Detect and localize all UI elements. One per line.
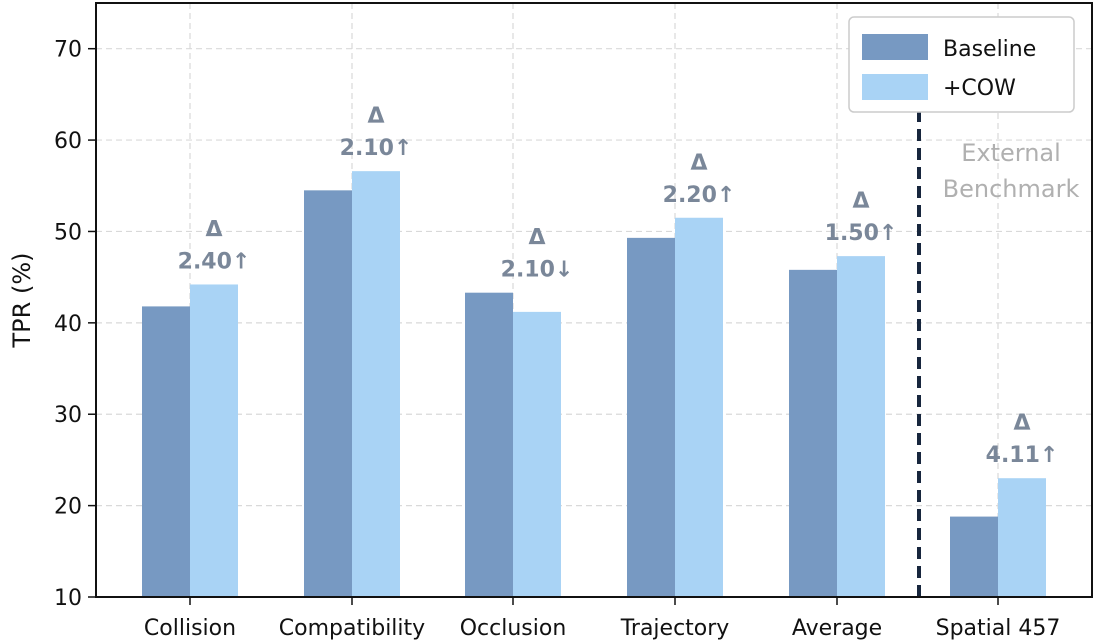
bar-cow (998, 478, 1046, 597)
legend: Baseline +COW (848, 16, 1075, 113)
delta-value: 2.40↑ (178, 249, 251, 274)
y-tick-label: 50 (54, 220, 82, 245)
bar-cow (513, 311, 561, 597)
bar-cow (675, 217, 723, 597)
legend-label-cow: +COW (943, 76, 1016, 101)
bar-baseline (142, 306, 190, 597)
delta-labels: 2.40↑ Δ 2.10↑ Δ 2.10↓ Δ 2.20↑ Δ 1.50↑ Δ 4.11↑ Δ (178, 104, 1059, 468)
y-tick-label: 40 (54, 312, 82, 337)
y-axis-title: TPR (%) (8, 253, 36, 349)
delta-value: 2.20↑ (663, 183, 736, 208)
delta-value: 4.11↑ (986, 443, 1059, 468)
delta-symbol: Δ (1013, 411, 1030, 436)
y-tick-label: 70 (54, 38, 82, 63)
bar-cow (837, 256, 885, 597)
legend-label-baseline: Baseline (943, 37, 1036, 62)
bar-cow (190, 284, 238, 597)
x-tick-label: Collision (144, 616, 236, 641)
delta-symbol: Δ (852, 189, 869, 214)
bar-baseline (465, 292, 513, 597)
legend-swatch-cow (862, 74, 928, 100)
delta-value: 1.50↑ (825, 221, 898, 246)
delta-value: 2.10↓ (501, 258, 574, 283)
delta-symbol: Δ (690, 151, 707, 176)
bars (142, 171, 1046, 598)
delta-symbol: Δ (367, 104, 384, 129)
bar-baseline (304, 190, 352, 598)
annotation-line-2: Benchmark (943, 175, 1080, 203)
y-tick-label: 20 (54, 495, 82, 520)
x-tick-label: Spatial 457 (936, 616, 1061, 641)
x-axis-ticks: Collision Compatibility Occlusion Trajector… (144, 597, 1060, 641)
y-tick-label: 10 (54, 586, 82, 611)
y-tick-label: 30 (54, 403, 82, 428)
delta-symbol: Δ (528, 226, 545, 251)
plot-frame (95, 2, 1093, 598)
y-axis-ticks: 10 20 30 40 50 60 70 (54, 38, 96, 611)
bar-baseline (627, 237, 675, 597)
y-tick-label: 60 (54, 129, 82, 154)
x-tick-label: Trajectory (620, 616, 730, 641)
x-tick-label: Compatibility (279, 616, 425, 641)
delta-symbol: Δ (205, 217, 222, 242)
x-tick-label: Average (792, 616, 882, 641)
legend-swatch-baseline (862, 34, 928, 60)
bar-baseline (950, 516, 998, 597)
x-tick-label: Occlusion (460, 616, 567, 641)
bar-baseline (789, 269, 837, 597)
annotation-line-1: External (961, 139, 1061, 167)
bar-cow (352, 171, 400, 597)
external-benchmark-annotation: External Benchmark (943, 139, 1080, 203)
delta-value: 2.10↑ (340, 136, 413, 161)
